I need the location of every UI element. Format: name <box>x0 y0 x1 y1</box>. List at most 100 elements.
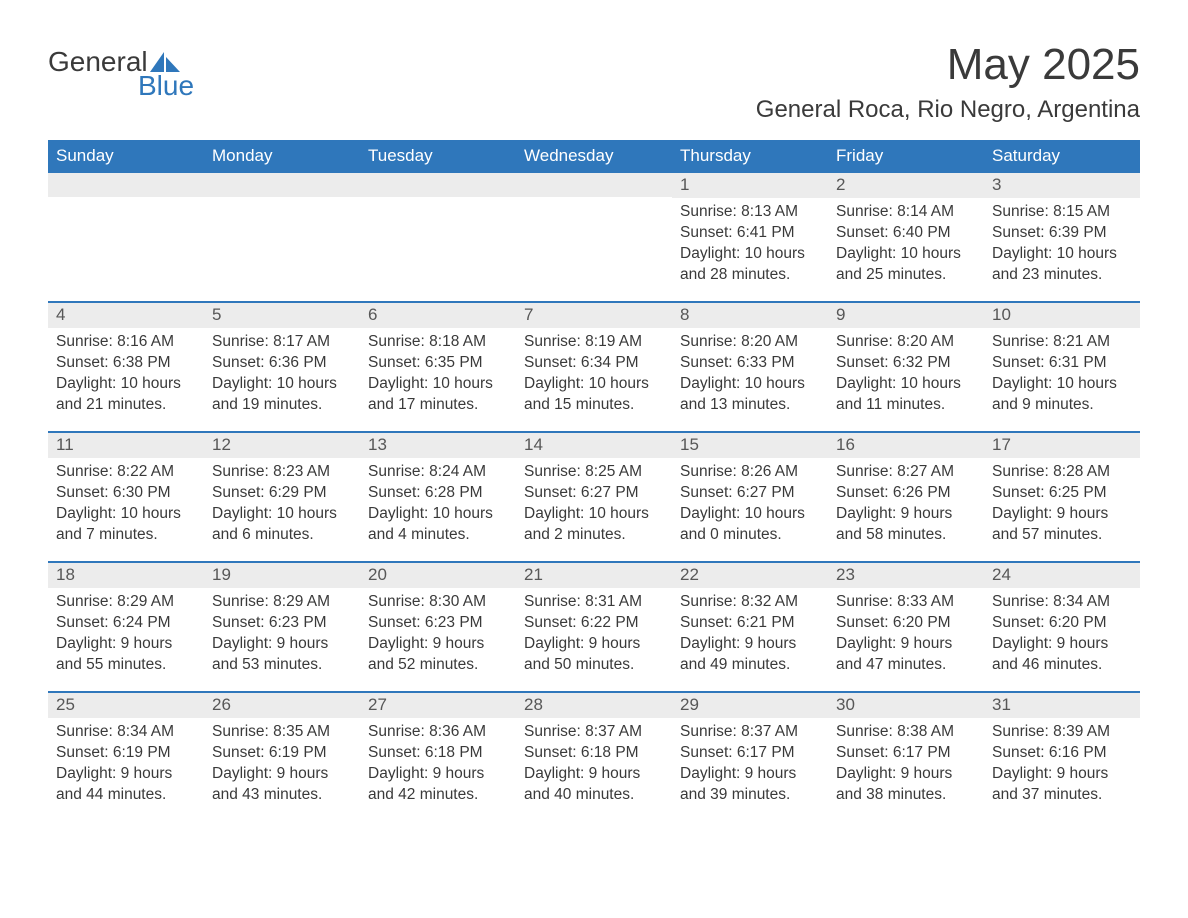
location-subtitle: General Roca, Rio Negro, Argentina <box>756 96 1140 124</box>
sunrise-text: Sunrise: 8:23 AM <box>212 462 352 483</box>
daylight-text: Daylight: 9 hours and 52 minutes. <box>368 634 508 676</box>
sunrise-text: Sunrise: 8:29 AM <box>212 592 352 613</box>
day-body: Sunrise: 8:32 AMSunset: 6:21 PMDaylight:… <box>672 588 828 682</box>
sunrise-text: Sunrise: 8:37 AM <box>680 722 820 743</box>
sunset-text: Sunset: 6:28 PM <box>368 483 508 504</box>
sunset-text: Sunset: 6:19 PM <box>56 743 196 764</box>
sunrise-text: Sunrise: 8:37 AM <box>524 722 664 743</box>
day-number: 30 <box>828 693 984 718</box>
sunset-text: Sunset: 6:18 PM <box>368 743 508 764</box>
daylight-text: Daylight: 9 hours and 38 minutes. <box>836 764 976 806</box>
sunset-text: Sunset: 6:40 PM <box>836 223 976 244</box>
daylight-text: Daylight: 9 hours and 58 minutes. <box>836 504 976 546</box>
day-number: 5 <box>204 303 360 328</box>
week-row: 11Sunrise: 8:22 AMSunset: 6:30 PMDayligh… <box>48 431 1140 561</box>
sunset-text: Sunset: 6:20 PM <box>836 613 976 634</box>
day-body: Sunrise: 8:17 AMSunset: 6:36 PMDaylight:… <box>204 328 360 422</box>
daylight-text: Daylight: 10 hours and 28 minutes. <box>680 244 820 286</box>
title-block: May 2025 General Roca, Rio Negro, Argent… <box>756 40 1140 136</box>
day-number: 26 <box>204 693 360 718</box>
week-row: 4Sunrise: 8:16 AMSunset: 6:38 PMDaylight… <box>48 301 1140 431</box>
day-body: Sunrise: 8:25 AMSunset: 6:27 PMDaylight:… <box>516 458 672 552</box>
day-cell <box>48 173 204 301</box>
day-number <box>48 173 204 197</box>
sunrise-text: Sunrise: 8:27 AM <box>836 462 976 483</box>
sunset-text: Sunset: 6:23 PM <box>368 613 508 634</box>
sunrise-text: Sunrise: 8:18 AM <box>368 332 508 353</box>
sunrise-text: Sunrise: 8:32 AM <box>680 592 820 613</box>
daylight-text: Daylight: 9 hours and 55 minutes. <box>56 634 196 676</box>
day-cell: 12Sunrise: 8:23 AMSunset: 6:29 PMDayligh… <box>204 433 360 561</box>
sunset-text: Sunset: 6:21 PM <box>680 613 820 634</box>
day-body: Sunrise: 8:19 AMSunset: 6:34 PMDaylight:… <box>516 328 672 422</box>
day-body: Sunrise: 8:15 AMSunset: 6:39 PMDaylight:… <box>984 198 1140 292</box>
logo: General Blue <box>48 40 194 102</box>
sunset-text: Sunset: 6:38 PM <box>56 353 196 374</box>
day-number: 28 <box>516 693 672 718</box>
sunset-text: Sunset: 6:29 PM <box>212 483 352 504</box>
day-number: 4 <box>48 303 204 328</box>
sunrise-text: Sunrise: 8:30 AM <box>368 592 508 613</box>
day-number: 8 <box>672 303 828 328</box>
day-cell: 31Sunrise: 8:39 AMSunset: 6:16 PMDayligh… <box>984 693 1140 821</box>
sunset-text: Sunset: 6:24 PM <box>56 613 196 634</box>
sunrise-text: Sunrise: 8:35 AM <box>212 722 352 743</box>
sunrise-text: Sunrise: 8:34 AM <box>56 722 196 743</box>
day-body: Sunrise: 8:20 AMSunset: 6:33 PMDaylight:… <box>672 328 828 422</box>
day-body: Sunrise: 8:23 AMSunset: 6:29 PMDaylight:… <box>204 458 360 552</box>
day-number: 3 <box>984 173 1140 198</box>
sunset-text: Sunset: 6:25 PM <box>992 483 1132 504</box>
day-body: Sunrise: 8:14 AMSunset: 6:40 PMDaylight:… <box>828 198 984 292</box>
sunset-text: Sunset: 6:32 PM <box>836 353 976 374</box>
daylight-text: Daylight: 10 hours and 23 minutes. <box>992 244 1132 286</box>
week-row: 1Sunrise: 8:13 AMSunset: 6:41 PMDaylight… <box>48 173 1140 301</box>
sunset-text: Sunset: 6:33 PM <box>680 353 820 374</box>
sunset-text: Sunset: 6:34 PM <box>524 353 664 374</box>
daylight-text: Daylight: 9 hours and 43 minutes. <box>212 764 352 806</box>
day-cell <box>516 173 672 301</box>
day-number: 24 <box>984 563 1140 588</box>
day-body: Sunrise: 8:27 AMSunset: 6:26 PMDaylight:… <box>828 458 984 552</box>
daylight-text: Daylight: 9 hours and 47 minutes. <box>836 634 976 676</box>
sunrise-text: Sunrise: 8:28 AM <box>992 462 1132 483</box>
day-cell: 5Sunrise: 8:17 AMSunset: 6:36 PMDaylight… <box>204 303 360 431</box>
day-number: 16 <box>828 433 984 458</box>
day-body: Sunrise: 8:18 AMSunset: 6:35 PMDaylight:… <box>360 328 516 422</box>
sunset-text: Sunset: 6:30 PM <box>56 483 196 504</box>
sunset-text: Sunset: 6:20 PM <box>992 613 1132 634</box>
day-header: Friday <box>828 140 984 173</box>
daylight-text: Daylight: 10 hours and 6 minutes. <box>212 504 352 546</box>
day-body: Sunrise: 8:13 AMSunset: 6:41 PMDaylight:… <box>672 198 828 292</box>
sunset-text: Sunset: 6:18 PM <box>524 743 664 764</box>
day-number: 19 <box>204 563 360 588</box>
day-cell: 27Sunrise: 8:36 AMSunset: 6:18 PMDayligh… <box>360 693 516 821</box>
day-body: Sunrise: 8:29 AMSunset: 6:23 PMDaylight:… <box>204 588 360 682</box>
sunset-text: Sunset: 6:39 PM <box>992 223 1132 244</box>
day-body: Sunrise: 8:34 AMSunset: 6:20 PMDaylight:… <box>984 588 1140 682</box>
calendar: SundayMondayTuesdayWednesdayThursdayFrid… <box>48 140 1140 821</box>
sunrise-text: Sunrise: 8:34 AM <box>992 592 1132 613</box>
day-number: 20 <box>360 563 516 588</box>
day-number <box>516 173 672 197</box>
sunrise-text: Sunrise: 8:15 AM <box>992 202 1132 223</box>
day-body: Sunrise: 8:30 AMSunset: 6:23 PMDaylight:… <box>360 588 516 682</box>
daylight-text: Daylight: 10 hours and 11 minutes. <box>836 374 976 416</box>
sunset-text: Sunset: 6:35 PM <box>368 353 508 374</box>
day-cell: 7Sunrise: 8:19 AMSunset: 6:34 PMDaylight… <box>516 303 672 431</box>
day-body: Sunrise: 8:22 AMSunset: 6:30 PMDaylight:… <box>48 458 204 552</box>
day-cell: 23Sunrise: 8:33 AMSunset: 6:20 PMDayligh… <box>828 563 984 691</box>
day-cell: 29Sunrise: 8:37 AMSunset: 6:17 PMDayligh… <box>672 693 828 821</box>
day-number: 17 <box>984 433 1140 458</box>
daylight-text: Daylight: 10 hours and 19 minutes. <box>212 374 352 416</box>
day-cell: 20Sunrise: 8:30 AMSunset: 6:23 PMDayligh… <box>360 563 516 691</box>
daylight-text: Daylight: 10 hours and 17 minutes. <box>368 374 508 416</box>
day-number: 13 <box>360 433 516 458</box>
day-cell: 25Sunrise: 8:34 AMSunset: 6:19 PMDayligh… <box>48 693 204 821</box>
day-cell: 4Sunrise: 8:16 AMSunset: 6:38 PMDaylight… <box>48 303 204 431</box>
sunrise-text: Sunrise: 8:26 AM <box>680 462 820 483</box>
day-body: Sunrise: 8:29 AMSunset: 6:24 PMDaylight:… <box>48 588 204 682</box>
sunset-text: Sunset: 6:36 PM <box>212 353 352 374</box>
week-row: 25Sunrise: 8:34 AMSunset: 6:19 PMDayligh… <box>48 691 1140 821</box>
day-header-row: SundayMondayTuesdayWednesdayThursdayFrid… <box>48 140 1140 173</box>
sunset-text: Sunset: 6:23 PM <box>212 613 352 634</box>
